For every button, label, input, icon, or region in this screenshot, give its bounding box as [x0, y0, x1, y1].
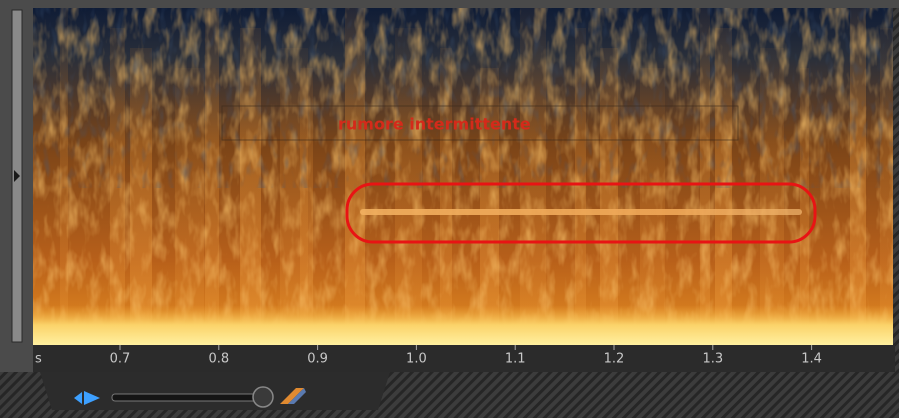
intermittent-tone	[360, 209, 802, 215]
low-frequency-band	[33, 305, 893, 345]
tick-label: 1.2	[604, 352, 625, 367]
spectrogram-view: rumore intermittente s 0.7 0.8 0.9 1.0 1.1 1.…	[0, 0, 899, 418]
transport-tab	[40, 372, 390, 410]
zoom-knob[interactable]	[253, 387, 273, 407]
zoom-slider[interactable]	[112, 394, 260, 401]
top-border	[0, 0, 899, 8]
time-unit: s	[35, 352, 42, 367]
tick-label: 0.8	[208, 352, 229, 367]
page: rumore intermittente s 0.7 0.8 0.9 1.0 1.1 1.…	[0, 0, 899, 418]
tick-label: 0.7	[110, 352, 131, 367]
tick-label: 1.3	[702, 352, 723, 367]
tick-label: 0.9	[307, 352, 328, 367]
annotation-label: rumore intermittente	[338, 115, 531, 134]
tick-label: 1.4	[801, 352, 822, 367]
tick-label: 1.1	[505, 352, 526, 367]
time-ruler	[33, 345, 895, 372]
tick-label: 1.0	[406, 352, 427, 367]
spectrum-shadow	[33, 8, 893, 188]
